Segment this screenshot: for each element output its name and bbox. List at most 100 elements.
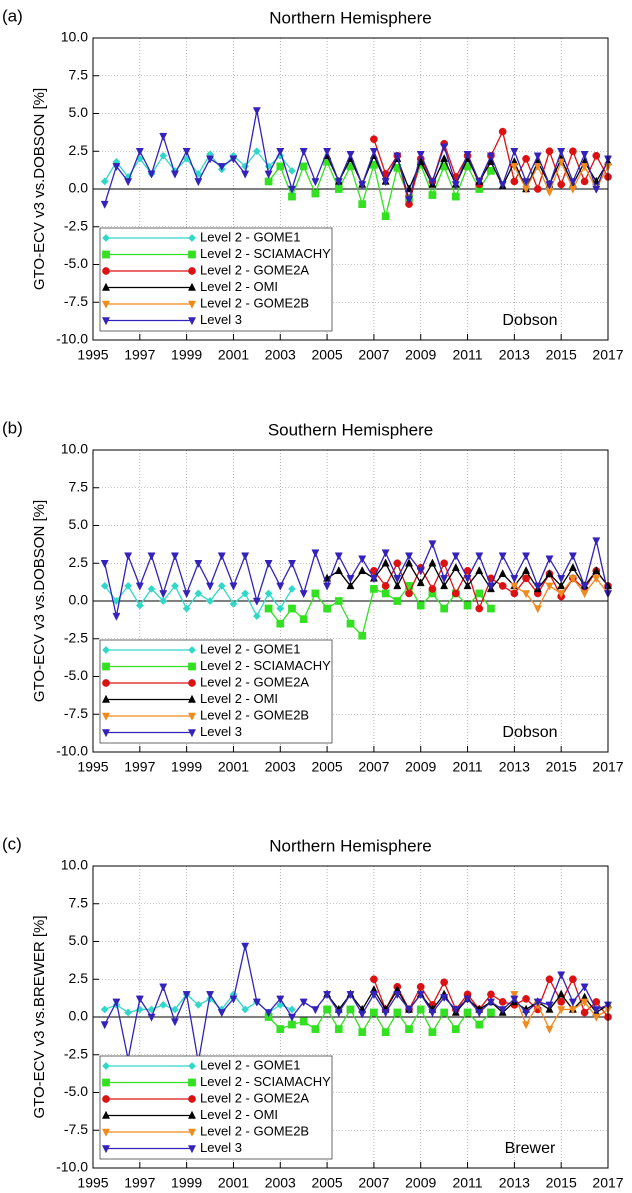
y-tick-label: -7.5 [64, 1121, 88, 1137]
panel-label: (a) [2, 6, 23, 25]
marker [533, 998, 542, 1007]
marker [229, 600, 238, 608]
legend-label: Level 3 [200, 1140, 242, 1155]
marker [100, 200, 109, 209]
chart-title: Northern Hemisphere [269, 8, 432, 27]
marker [592, 185, 601, 194]
y-tick-label: 0.0 [69, 1008, 89, 1024]
marker [416, 1005, 425, 1014]
annotation: Dobson [502, 312, 557, 329]
marker [100, 560, 109, 569]
marker [405, 589, 413, 598]
marker [264, 589, 273, 598]
marker [369, 148, 378, 157]
y-tick-label: 2.5 [69, 554, 89, 570]
plot-frame [92, 449, 609, 753]
marker [522, 574, 530, 583]
marker [311, 1025, 320, 1033]
marker [188, 267, 196, 275]
marker [276, 162, 285, 171]
legend-label: Level 2 - SCIAMACHY [200, 246, 331, 261]
marker [299, 590, 308, 599]
y-tick-label: 10.0 [61, 441, 88, 457]
panel-label: (b) [2, 418, 23, 437]
marker [475, 552, 484, 561]
y-tick-label: -10.0 [56, 331, 88, 347]
x-tick-label: 2003 [265, 1175, 296, 1191]
marker [451, 589, 460, 598]
marker [440, 581, 449, 590]
legend-label: Level 2 - SCIAMACHY [200, 658, 331, 673]
y-tick-label: -7.5 [64, 705, 88, 721]
marker [124, 552, 133, 561]
marker [311, 589, 320, 598]
y-tick-label: -2.5 [64, 629, 88, 645]
marker [370, 975, 378, 984]
marker [206, 991, 215, 1000]
marker [112, 163, 121, 172]
x-tick-label: 2005 [312, 347, 343, 363]
x-tick-label: 1997 [124, 1175, 155, 1191]
marker [229, 995, 238, 1004]
marker [440, 994, 449, 1003]
marker [487, 990, 495, 999]
marker [159, 1000, 168, 1009]
marker [252, 998, 261, 1007]
marker [206, 597, 214, 605]
series-line [104, 540, 609, 617]
marker [440, 978, 448, 987]
marker [381, 558, 390, 567]
x-tick-label: 1999 [171, 759, 202, 775]
marker [358, 181, 367, 190]
marker [102, 250, 110, 259]
marker [206, 582, 215, 591]
marker [592, 537, 601, 546]
legend-box [99, 639, 333, 744]
marker [451, 1025, 460, 1033]
marker [428, 585, 437, 593]
marker [299, 1017, 308, 1026]
y-tick-label: -5.0 [64, 1083, 88, 1099]
marker [522, 1021, 531, 1030]
marker [498, 569, 507, 578]
marker [557, 971, 566, 980]
marker [182, 148, 191, 157]
marker [101, 1110, 111, 1119]
marker [381, 212, 390, 221]
legend-label: Level 2 - GOME1 [200, 1057, 300, 1072]
x-tick-label: 1997 [124, 347, 155, 363]
marker [393, 575, 402, 584]
marker [264, 1009, 273, 1018]
legend-label: Level 3 [200, 724, 242, 739]
y-tick-label: -7.5 [64, 293, 88, 309]
marker [393, 1008, 402, 1017]
marker [288, 1005, 296, 1014]
x-tick-label: 2007 [358, 759, 389, 775]
marker [287, 560, 296, 569]
marker [428, 178, 437, 187]
marker [569, 975, 577, 984]
marker [170, 552, 179, 561]
marker [405, 1025, 413, 1033]
marker [346, 151, 355, 160]
y-tick-label: -2.5 [64, 1045, 88, 1061]
marker [545, 147, 554, 156]
marker [463, 1008, 472, 1017]
marker [557, 998, 566, 1006]
marker [370, 135, 378, 144]
marker [522, 590, 531, 599]
series-line [104, 110, 609, 205]
marker [299, 615, 308, 623]
marker [334, 597, 343, 605]
legend-label: Level 2 - GOME2B [200, 707, 309, 722]
marker [440, 1008, 448, 1017]
marker [346, 575, 355, 584]
marker [533, 185, 542, 193]
plot-frame [92, 37, 609, 341]
y-tick-label: 2.5 [69, 142, 89, 158]
marker [101, 694, 111, 703]
marker [533, 152, 542, 161]
x-tick-label: 2001 [218, 1175, 249, 1191]
marker [557, 180, 566, 189]
marker [545, 1001, 554, 1010]
